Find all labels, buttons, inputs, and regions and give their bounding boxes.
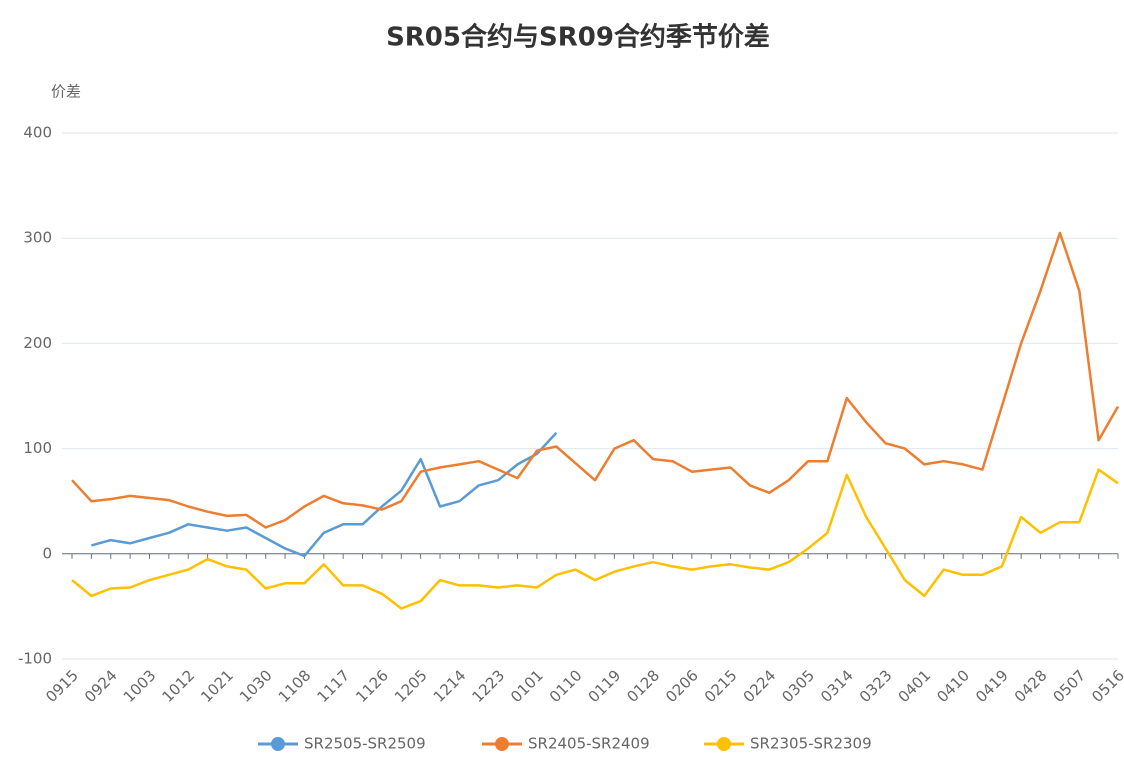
x-tick-label: 0419 xyxy=(972,666,1012,706)
y-tick-label: 300 xyxy=(23,229,52,247)
x-tick-label: 0314 xyxy=(817,666,857,706)
y-tick-label: 100 xyxy=(23,439,52,457)
x-tick-label: 0206 xyxy=(662,666,702,706)
legend-marker xyxy=(495,737,509,751)
x-tick-label: 1117 xyxy=(313,666,353,706)
y-tick-label: 400 xyxy=(23,124,52,142)
x-tick-label: 0119 xyxy=(585,666,625,706)
x-tick-label: 0401 xyxy=(895,666,935,706)
x-tick-label: 0507 xyxy=(1050,666,1090,706)
x-tick-label: 0101 xyxy=(507,666,547,706)
legend-marker xyxy=(271,737,285,751)
x-tick-label: 0323 xyxy=(856,666,896,706)
x-tick-label: 0224 xyxy=(740,666,780,706)
x-tick-label: 1108 xyxy=(275,666,315,706)
x-tick-label: 1214 xyxy=(430,666,470,706)
x-tick-label: 1126 xyxy=(352,666,392,706)
x-tick-label: 0410 xyxy=(933,666,973,706)
legend-label: SR2505-SR2509 xyxy=(304,735,426,753)
x-tick-label: 0215 xyxy=(701,666,741,706)
x-tick-label: 0915 xyxy=(42,666,82,706)
x-tick-label: 0128 xyxy=(623,666,663,706)
y-tick-label: -100 xyxy=(18,650,52,668)
series-line xyxy=(71,231,1120,529)
x-tick-label: 0428 xyxy=(1011,666,1051,706)
legend-label: SR2405-SR2409 xyxy=(528,735,650,753)
x-tick-label: 0305 xyxy=(778,666,818,706)
legend-marker xyxy=(717,737,731,751)
x-tick-label: 1223 xyxy=(468,666,508,706)
x-tick-label: 1205 xyxy=(391,666,431,706)
series-line xyxy=(71,468,1119,610)
x-tick-label: 1030 xyxy=(236,666,276,706)
legend-label: SR2305-SR2309 xyxy=(750,735,872,753)
x-tick-label: 1012 xyxy=(159,666,199,706)
x-tick-label: 0110 xyxy=(546,666,586,706)
y-axis-label: 价差 xyxy=(51,83,81,101)
x-tick-label: 0924 xyxy=(81,666,121,706)
series-line xyxy=(91,431,558,558)
y-tick-label: 0 xyxy=(42,544,52,562)
x-tick-label: 0516 xyxy=(1088,666,1124,706)
y-tick-label: 200 xyxy=(23,334,52,352)
x-tick-label: 1021 xyxy=(197,666,237,706)
x-tick-label: 1003 xyxy=(120,666,160,706)
chart-title: SR05合约与SR09合约季节价差 xyxy=(386,22,770,53)
